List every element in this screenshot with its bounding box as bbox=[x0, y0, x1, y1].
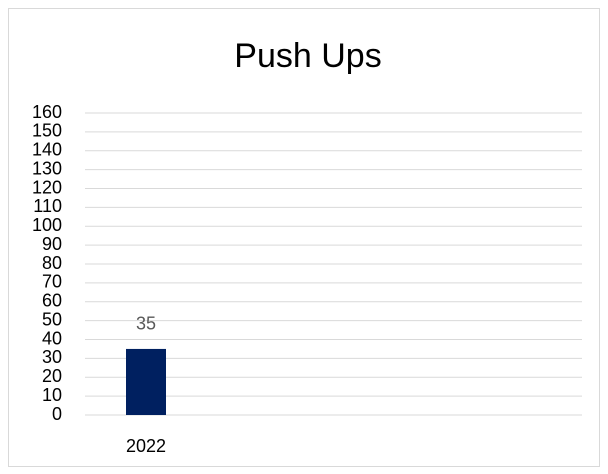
y-tick-label: 90 bbox=[42, 234, 62, 254]
y-tick-label: 50 bbox=[42, 309, 62, 329]
y-tick-label: 110 bbox=[33, 196, 62, 216]
y-tick-label: 160 bbox=[32, 102, 62, 122]
y-tick-label: 80 bbox=[42, 253, 62, 273]
y-tick-label: 120 bbox=[32, 177, 62, 197]
y-tick-label: 130 bbox=[32, 158, 62, 178]
chart-border bbox=[8, 8, 600, 467]
y-tick-label: 60 bbox=[42, 291, 62, 311]
x-tick-label: 2022 bbox=[126, 436, 166, 456]
y-tick-label: 150 bbox=[32, 121, 62, 141]
value-label: 35 bbox=[136, 314, 156, 334]
y-tick-label: 100 bbox=[32, 215, 62, 235]
y-tick-label: 10 bbox=[42, 385, 62, 405]
y-tick-label: 0 bbox=[52, 404, 62, 424]
y-tick-label: 30 bbox=[42, 347, 62, 367]
y-tick-label: 40 bbox=[42, 328, 62, 348]
y-tick-label: 140 bbox=[32, 140, 62, 160]
y-tick-label: 70 bbox=[42, 272, 62, 292]
bar bbox=[126, 348, 166, 415]
y-tick-label: 20 bbox=[42, 366, 62, 386]
chart-title: Push Ups bbox=[234, 37, 381, 75]
